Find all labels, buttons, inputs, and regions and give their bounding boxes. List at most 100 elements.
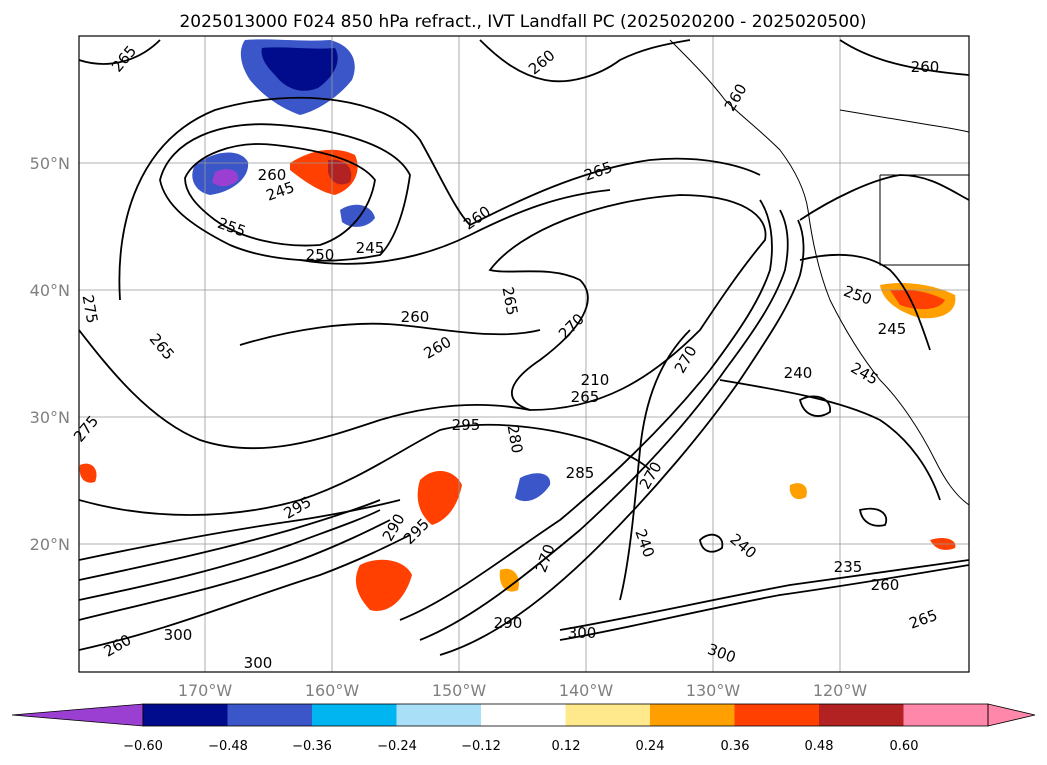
contour-label: 260: [871, 576, 900, 594]
lon-label: 140°W: [559, 681, 614, 700]
contour-label: 290: [494, 614, 523, 632]
contour: [79, 519, 391, 621]
lat-label: 40°N: [30, 281, 70, 300]
colorbar-segment: [819, 704, 904, 726]
contour: [79, 499, 401, 561]
contour: [799, 253, 931, 351]
contour-label: 300: [164, 626, 193, 644]
contour-label: 265: [499, 285, 522, 316]
contour-label: 300: [568, 624, 597, 642]
positive-blob: [355, 559, 412, 611]
lat-label: 20°N: [30, 535, 70, 554]
colorbar-segment: [903, 704, 989, 726]
contour: [798, 395, 831, 417]
contour: [419, 209, 789, 641]
negative-core: [261, 47, 338, 91]
contour: [118, 96, 761, 301]
coastline: [669, 39, 969, 506]
lon-axis: 170°W 160°W 150°W 140°W 130°W 120°W: [178, 681, 868, 700]
contour-label: 260: [911, 58, 940, 76]
contour: [79, 329, 531, 450]
lat-label: 30°N: [30, 408, 70, 427]
contour-label: 260: [258, 166, 287, 184]
contour: [699, 533, 724, 553]
contour-label: 275: [79, 293, 102, 324]
positive-blob: [417, 470, 462, 525]
map-frame: [78, 35, 970, 673]
border-line: [839, 109, 969, 133]
colorbar-tick-label: −0.12: [461, 739, 501, 754]
negative-core: [212, 169, 239, 187]
contour-label: 250: [306, 246, 335, 264]
contour-label: 295: [452, 416, 481, 434]
colorbar-segment: [565, 704, 651, 726]
contour: [479, 39, 691, 83]
contour-label: 245: [878, 320, 907, 338]
lat-axis: 50°N 40°N 30°N 20°N: [30, 154, 70, 554]
contour: [719, 379, 941, 501]
lon-label: 130°W: [686, 681, 741, 700]
lat-label: 50°N: [30, 154, 70, 173]
lon-label: 150°W: [432, 681, 487, 700]
colorbar-tick-label: 0.36: [721, 739, 750, 754]
positive-blob: [890, 289, 945, 310]
colorbar: −0.60 −0.48 −0.36 −0.24 −0.12 0.12 0.24 …: [11, 703, 1036, 754]
contour: [858, 507, 888, 527]
positive-blob: [499, 568, 519, 592]
positive-blob: [789, 483, 807, 500]
negative-blob: [515, 473, 551, 502]
colorbar-ticks: −0.60 −0.48 −0.36 −0.24 −0.12 0.12 0.24 …: [123, 739, 918, 754]
contour: [79, 499, 381, 581]
contour: [79, 509, 381, 601]
contour: [79, 534, 411, 651]
colorbar-segment: [143, 704, 228, 726]
colorbar-extend-max: [987, 703, 1036, 727]
contour-label: 235: [834, 558, 863, 576]
contour: [79, 39, 161, 65]
positive-blob: [79, 463, 97, 483]
colorbar-segment: [734, 704, 820, 726]
colorbar-segments: [11, 703, 1036, 727]
colorbar-segment: [650, 704, 735, 726]
colorbar-frame: [142, 703, 989, 727]
colorbar-segment: [312, 704, 397, 726]
colorbar-tick-label: −0.60: [123, 739, 163, 754]
contour-label: 260: [401, 308, 430, 326]
colorbar-tick-label: 0.48: [805, 739, 834, 754]
contour: [559, 559, 969, 631]
shaded-anomalies: [79, 39, 956, 611]
contour: [488, 194, 767, 411]
lon-label: 160°W: [305, 681, 360, 700]
colorbar-tick-label: −0.48: [208, 739, 248, 754]
colorbar-tick-label: 0.60: [890, 739, 919, 754]
colorbar-extend-min: [11, 703, 144, 727]
colorbar-segment: [396, 704, 482, 726]
colorbar-segment: [227, 704, 313, 726]
colorbar-segment: [481, 704, 566, 726]
contour-label: 210: [581, 371, 610, 389]
contour: [299, 189, 611, 265]
contour-label: 240: [784, 364, 813, 382]
border-line: [879, 175, 969, 266]
contour: [559, 564, 969, 641]
contour: [399, 199, 773, 621]
lon-label: 170°W: [178, 681, 233, 700]
contour: [184, 143, 376, 247]
contour-lines: [79, 39, 969, 656]
positive-core: [328, 159, 352, 185]
contour: [839, 39, 969, 76]
contour-label: 280: [504, 423, 527, 454]
colorbar-tick-label: −0.24: [377, 739, 417, 754]
contour-label: 265: [571, 388, 600, 406]
plot-title: 2025013000 F024 850 hPa refract., IVT La…: [179, 12, 866, 32]
contour-label: 245: [356, 239, 385, 257]
contour-label: 300: [244, 654, 273, 672]
coastline-path: [669, 39, 969, 506]
contour: [239, 322, 541, 346]
colorbar-tick-label: 0.12: [552, 739, 581, 754]
contour: [619, 329, 691, 601]
colorbar-tick-label: 0.24: [636, 739, 665, 754]
lon-label: 120°W: [813, 681, 868, 700]
contour: [79, 423, 651, 516]
